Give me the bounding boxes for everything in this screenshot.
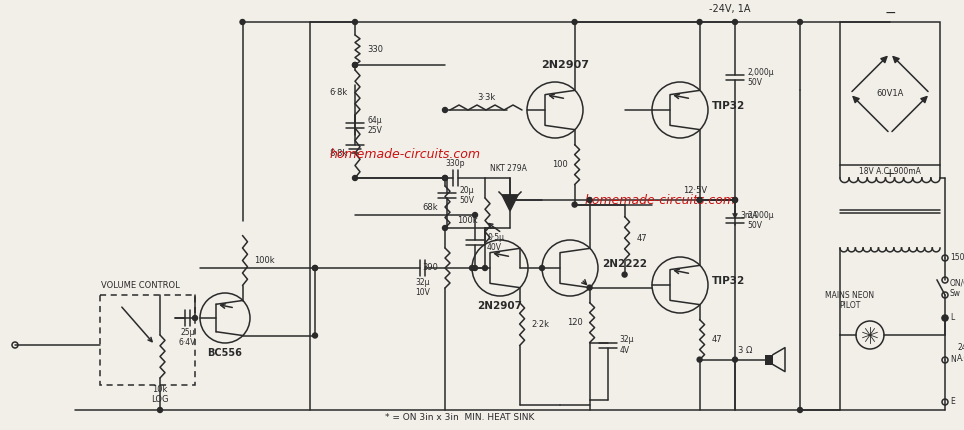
Circle shape xyxy=(587,285,592,290)
Text: * = ON 3in x 3in  MIN. HEAT SINK: * = ON 3in x 3in MIN. HEAT SINK xyxy=(386,413,535,422)
Text: 64µ
25V: 64µ 25V xyxy=(367,116,382,135)
Circle shape xyxy=(622,272,628,277)
Text: 150mA: 150mA xyxy=(950,254,964,262)
Circle shape xyxy=(697,357,702,362)
Text: N: N xyxy=(950,356,955,365)
Circle shape xyxy=(353,19,358,25)
Text: 47: 47 xyxy=(636,233,647,243)
Text: 6·8k: 6·8k xyxy=(330,88,348,97)
Circle shape xyxy=(540,265,545,270)
Text: 240V
A.C.: 240V A.C. xyxy=(957,343,964,362)
Text: 2,000µ
50V: 2,000µ 50V xyxy=(747,211,774,230)
Text: 2N2222: 2N2222 xyxy=(602,259,647,269)
Text: E: E xyxy=(950,397,954,406)
Circle shape xyxy=(442,225,447,230)
Circle shape xyxy=(733,357,737,362)
Circle shape xyxy=(733,19,737,25)
Text: homemade-circuits.com: homemade-circuits.com xyxy=(330,148,480,162)
Text: MAINS NEON
PILOT: MAINS NEON PILOT xyxy=(825,291,874,310)
Text: 330: 330 xyxy=(367,46,383,55)
Text: 2N2907: 2N2907 xyxy=(477,301,522,311)
Circle shape xyxy=(733,197,737,203)
Text: 2·2k: 2·2k xyxy=(531,319,549,329)
Circle shape xyxy=(442,175,447,181)
Text: -24V, 1A: -24V, 1A xyxy=(710,4,751,14)
Text: 120: 120 xyxy=(567,318,582,327)
Text: 68k: 68k xyxy=(422,203,438,212)
Text: 3mA: 3mA xyxy=(740,211,758,219)
Text: TIP32: TIP32 xyxy=(712,276,745,286)
Text: 20µ
50V: 20µ 50V xyxy=(459,186,474,205)
Polygon shape xyxy=(502,195,518,211)
Text: 12·5V: 12·5V xyxy=(683,186,707,195)
Circle shape xyxy=(472,265,477,270)
Circle shape xyxy=(442,108,447,113)
Text: ON/OFF
Sw: ON/OFF Sw xyxy=(950,278,964,298)
Text: 18V A.C. 900mA: 18V A.C. 900mA xyxy=(859,167,921,176)
Circle shape xyxy=(797,408,802,412)
Text: +: + xyxy=(885,167,896,180)
Circle shape xyxy=(572,19,577,25)
Circle shape xyxy=(193,316,198,320)
Text: 2,000µ
50V: 2,000µ 50V xyxy=(747,68,774,87)
Circle shape xyxy=(697,197,702,203)
Bar xyxy=(765,355,773,365)
Circle shape xyxy=(469,265,474,270)
Text: BC556: BC556 xyxy=(207,348,242,358)
Circle shape xyxy=(587,197,592,203)
Text: NKT 279A: NKT 279A xyxy=(490,164,526,173)
Circle shape xyxy=(943,316,948,320)
Text: TIP32: TIP32 xyxy=(712,101,745,111)
Circle shape xyxy=(312,333,317,338)
Text: homemade-circuits.com: homemade-circuits.com xyxy=(584,194,736,206)
Circle shape xyxy=(312,265,317,270)
Circle shape xyxy=(240,19,245,25)
Text: 32µ
4V: 32µ 4V xyxy=(620,335,634,355)
Circle shape xyxy=(353,62,358,68)
Circle shape xyxy=(442,175,447,181)
Text: 10k
LOG: 10k LOG xyxy=(151,385,169,404)
Circle shape xyxy=(157,408,163,412)
Circle shape xyxy=(353,175,358,181)
Text: −: − xyxy=(884,6,896,20)
Text: 2N2907: 2N2907 xyxy=(541,60,589,70)
Text: 25µ
6·4V: 25µ 6·4V xyxy=(178,328,197,347)
Text: 100: 100 xyxy=(551,160,568,169)
Text: VOLUME CONTROL: VOLUME CONTROL xyxy=(100,281,179,290)
Circle shape xyxy=(472,212,477,218)
Text: 100k: 100k xyxy=(457,216,478,225)
Text: 3·3k: 3·3k xyxy=(477,93,495,102)
Text: 47: 47 xyxy=(711,335,722,344)
Text: 390: 390 xyxy=(422,264,438,273)
Circle shape xyxy=(353,62,358,68)
Text: 100k: 100k xyxy=(254,256,275,265)
Circle shape xyxy=(507,197,513,203)
Circle shape xyxy=(797,19,802,25)
Circle shape xyxy=(733,197,737,203)
Circle shape xyxy=(572,202,577,207)
Circle shape xyxy=(697,19,702,25)
Circle shape xyxy=(483,265,488,270)
Text: 32µ
10V: 32µ 10V xyxy=(415,278,430,298)
Text: 8·8k: 8·8k xyxy=(330,148,348,157)
Text: 3 Ω: 3 Ω xyxy=(737,346,752,355)
Bar xyxy=(840,22,940,165)
Circle shape xyxy=(312,265,317,270)
Text: L: L xyxy=(950,313,954,322)
Text: 60V1A: 60V1A xyxy=(876,89,903,98)
Text: 330p: 330p xyxy=(445,159,466,168)
Text: 0·5µ
40V: 0·5µ 40V xyxy=(487,233,504,252)
Circle shape xyxy=(697,197,702,203)
